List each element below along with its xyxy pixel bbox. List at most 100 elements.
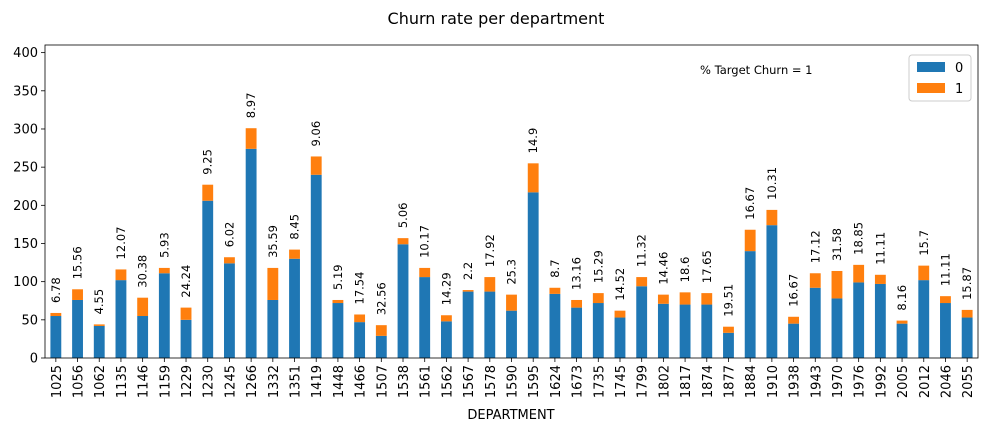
bar-segment-1266-series-0	[245, 148, 257, 358]
legend-label-0: 0	[955, 61, 963, 76]
bar-segment-1562-series-0	[440, 321, 452, 358]
bar-segment-1802-series-0	[657, 303, 669, 358]
bar-segment-2046-series-0	[940, 303, 951, 358]
target-annotation: % Target Churn = 1	[700, 63, 813, 77]
y-tick-label-200: 200	[13, 199, 38, 214]
bar-segment-1332-series-0	[267, 299, 279, 358]
bar-segment-1135-series-1	[115, 269, 127, 281]
data-label-1976: 18.85	[852, 222, 866, 255]
bar-segment-1229-series-1	[180, 307, 192, 320]
bar-segment-1507-series-0	[375, 335, 387, 358]
y-tick-label-300: 300	[13, 122, 38, 137]
bar-segment-1448-series-1	[332, 299, 344, 304]
data-label-1595: 14.9	[526, 128, 540, 154]
data-label-1025: 6.78	[49, 277, 63, 303]
bar-segment-1817-series-0	[679, 304, 691, 358]
bar-segment-1056-series-0	[72, 299, 83, 358]
bar-segment-1562-series-1	[440, 315, 452, 322]
bar-segment-1538-series-0	[397, 244, 409, 358]
x-tick-label-1735: 1735	[592, 365, 607, 398]
bar-segment-1419-series-1	[310, 156, 322, 175]
bar-segment-1910-series-1	[766, 209, 778, 226]
data-label-1466: 17.54	[353, 272, 367, 305]
bar-segment-1332-series-1	[267, 267, 279, 300]
x-tick-label-1062: 1062	[93, 365, 108, 398]
bar-segment-1943-series-1	[809, 273, 821, 288]
bar-segment-1938-series-0	[788, 323, 799, 358]
bar-segment-1561-series-1	[419, 267, 431, 278]
bar-segment-1817-series-1	[679, 292, 691, 305]
data-label-1745: 14.52	[613, 268, 627, 301]
bar-segment-2055-series-0	[961, 317, 973, 358]
x-tick-label-1590: 1590	[506, 365, 521, 398]
x-tick-label-1943: 1943	[809, 365, 824, 398]
data-label-1056: 15.56	[71, 246, 85, 279]
bar-segment-1266-series-1	[245, 128, 257, 149]
data-label-1673: 13.16	[570, 257, 584, 290]
legend: 01	[908, 54, 972, 102]
bar-segment-1062-series-0	[93, 325, 105, 358]
bar-segment-1943-series-0	[809, 287, 821, 358]
y-tick-label-100: 100	[13, 275, 38, 290]
bar-segment-1351-series-0	[289, 258, 300, 358]
legend-swatch-1	[917, 83, 945, 93]
chart-title: Churn rate per department	[388, 9, 605, 28]
bar-segment-2012-series-0	[918, 280, 930, 358]
bar-segment-1448-series-0	[332, 303, 344, 358]
data-label-1266: 8.97	[244, 93, 258, 119]
bar-segment-1735-series-0	[592, 303, 604, 358]
bar-segment-1877-series-0	[723, 332, 734, 358]
data-label-2012: 15.7	[917, 230, 931, 256]
data-label-1332: 35.59	[266, 225, 280, 258]
x-tick-label-1466: 1466	[354, 365, 369, 398]
bar-segment-1874-series-0	[701, 304, 713, 358]
data-label-1567: 2.2	[461, 262, 475, 280]
data-label-1802: 14.46	[656, 252, 670, 285]
bar-segment-2012-series-1	[918, 265, 930, 281]
data-label-1992: 11.11	[873, 232, 887, 265]
bar-segment-1877-series-1	[723, 326, 734, 333]
data-label-2005: 8.16	[895, 285, 909, 311]
x-tick-label-1976: 1976	[853, 365, 868, 398]
bar-segment-1229-series-0	[180, 319, 192, 358]
data-label-1877: 19.51	[721, 284, 735, 317]
bar-segment-1025-series-1	[50, 312, 62, 317]
x-tick-label-1419: 1419	[310, 365, 325, 398]
data-label-1884: 16.67	[743, 187, 757, 220]
bar-segment-1062-series-1	[93, 324, 105, 326]
x-tick-label-2046: 2046	[939, 365, 954, 398]
legend-label-1: 1	[955, 82, 963, 97]
data-label-1159: 5.93	[157, 232, 171, 258]
data-label-1578: 17.92	[483, 234, 497, 267]
x-tick-label-1332: 1332	[267, 365, 282, 398]
x-tick-label-1351: 1351	[289, 365, 304, 398]
x-tick-label-1910: 1910	[766, 365, 781, 398]
y-tick-label-0: 0	[30, 352, 38, 367]
bar-segment-1567-series-0	[462, 291, 474, 358]
bar-segment-1673-series-0	[571, 307, 583, 358]
x-tick-label-1245: 1245	[223, 365, 238, 398]
data-label-1419: 9.06	[309, 121, 323, 147]
bar-segment-1351-series-1	[289, 249, 300, 259]
bar-segment-1590-series-0	[506, 310, 517, 358]
bar-segment-1624-series-0	[549, 293, 561, 358]
bar-segment-1135-series-0	[115, 280, 127, 358]
data-label-1970: 31.58	[830, 228, 844, 261]
bar-segment-1802-series-1	[657, 294, 669, 304]
data-label-1351: 8.45	[288, 214, 302, 240]
bar-segment-1419-series-0	[310, 174, 322, 358]
x-tick-label-1056: 1056	[72, 365, 87, 398]
bar-segment-1992-series-0	[874, 283, 886, 358]
bar-segment-1938-series-1	[788, 316, 799, 324]
data-label-1938: 16.67	[787, 274, 801, 307]
bar-segment-1230-series-1	[202, 184, 214, 201]
data-label-1624: 8.7	[548, 259, 562, 277]
x-tick-label-1884: 1884	[744, 365, 759, 398]
data-label-2055: 15.87	[960, 267, 974, 300]
y-tick-label-150: 150	[13, 237, 38, 252]
bar-segment-2046-series-1	[940, 296, 951, 304]
bar-segment-1673-series-1	[571, 299, 583, 308]
x-tick-label-1448: 1448	[332, 365, 347, 398]
x-tick-label-1135: 1135	[115, 365, 130, 398]
